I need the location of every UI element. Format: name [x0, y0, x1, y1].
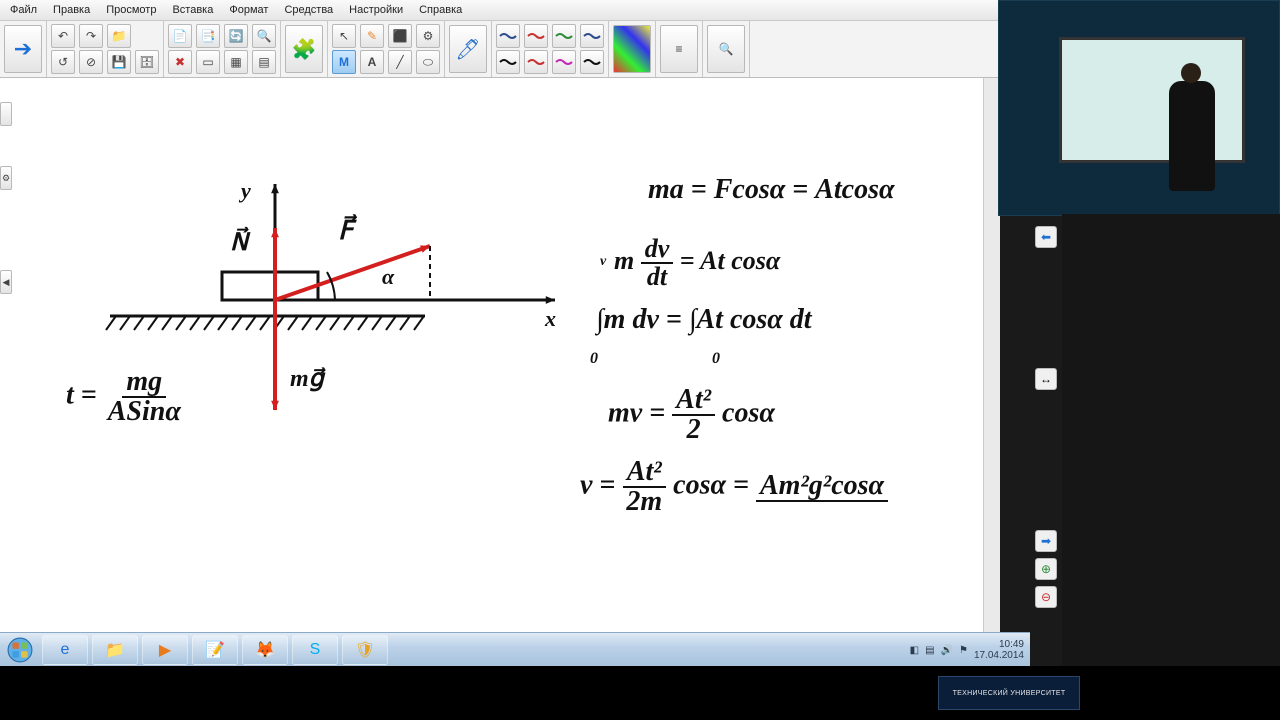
menu-view[interactable]: Просмотр	[98, 2, 164, 18]
right-tool-next[interactable]: ➡	[1035, 530, 1057, 552]
menu-edit[interactable]: Правка	[45, 2, 98, 18]
label-mg: mg⃗	[290, 364, 324, 393]
pen-color-1-0[interactable]	[496, 50, 520, 74]
label-N: N⃗	[230, 228, 248, 257]
menu-file[interactable]: Файл	[2, 2, 45, 18]
pen-color-0-0[interactable]	[496, 24, 520, 48]
taskbar-app-skype[interactable]: S	[292, 635, 338, 665]
open-button[interactable]: 📁	[107, 24, 131, 48]
menu-insert[interactable]: Вставка	[164, 2, 221, 18]
physics-diagram	[0, 78, 1000, 632]
table-button[interactable]: ▤	[252, 50, 276, 74]
tray-icon-3[interactable]: 🔊	[941, 645, 953, 656]
pages-button[interactable]: 📑	[196, 24, 220, 48]
text-tool[interactable]: A	[360, 50, 384, 74]
side-tool-1[interactable]	[0, 102, 12, 126]
eq-line4: mv = At²2 cosα	[608, 386, 775, 444]
eq-line1: ma = Fcosα = Atcosα	[648, 174, 894, 206]
whiteboard-app-window: Файл Правка Просмотр Вставка Формат Сред…	[0, 0, 1000, 632]
label-alpha: α	[382, 264, 394, 290]
tray-icon-1[interactable]: ◧	[910, 645, 919, 656]
taskbar-app-shield[interactable]: 🛡	[342, 635, 388, 665]
settings-tool[interactable]: ⚙	[416, 24, 440, 48]
left-side-tools[interactable]: ⚙ ◀	[0, 100, 12, 296]
webcam-whiteboard	[1059, 37, 1245, 163]
toolbar: ➔ ↶ ↷ 📁 ↺ ⊘ 💾 🗄 📄 📑 🔄	[0, 21, 1000, 78]
eq-line5: v = At²2m cosα = Am²g²cosα	[580, 458, 888, 516]
pen-color-1-3[interactable]	[580, 50, 604, 74]
fill-tool[interactable]: ⬛	[388, 24, 412, 48]
eq-t: t = mgASinα	[66, 368, 185, 426]
search-button[interactable]: 🔍	[707, 25, 745, 73]
refresh-button[interactable]: ↺	[51, 50, 75, 74]
eq-line3-r0: 0	[712, 350, 720, 368]
video-letterbox	[0, 666, 1280, 720]
pen-tool[interactable]: 🖊	[449, 25, 487, 73]
pen-color-0-2[interactable]	[552, 24, 576, 48]
right-tool-back[interactable]: ⬅	[1035, 226, 1057, 248]
line-tool[interactable]: ╱	[388, 50, 412, 74]
save-button[interactable]: 💾	[107, 50, 131, 74]
menu-tools[interactable]: Средства	[276, 2, 341, 18]
screen-button[interactable]: ▭	[196, 50, 220, 74]
page-button[interactable]: 📄	[168, 24, 192, 48]
pen-color-1-1[interactable]	[524, 50, 548, 74]
taskbar-app-media[interactable]: ▶	[142, 635, 188, 665]
color-picker-button[interactable]	[613, 25, 651, 73]
right-tool-close[interactable]: ⊖	[1035, 586, 1057, 608]
taskbar-app-explorer[interactable]: 📁	[92, 635, 138, 665]
list-button[interactable]: ≡	[660, 25, 698, 73]
right-tool-expand[interactable]: ↔	[1035, 368, 1057, 390]
label-x-axis: x	[545, 306, 556, 332]
eq-line2: m dvdt = At cosα	[614, 236, 780, 290]
storage-button[interactable]: 🗄	[135, 50, 159, 74]
pen-color-1-2[interactable]	[552, 50, 576, 74]
eq-line2-limit-v: v	[600, 254, 606, 270]
tray-icon-2[interactable]: ▤	[925, 645, 934, 656]
taskbar-app-firefox[interactable]: 🦊	[242, 635, 288, 665]
menu-help[interactable]: Справка	[411, 2, 470, 18]
zoom-button[interactable]: 🔍	[252, 24, 276, 48]
taskbar-clock[interactable]: 10:4917.04.2014	[974, 639, 1024, 661]
undo-button[interactable]: ↶	[51, 24, 75, 48]
webcam-feed	[998, 0, 1280, 216]
menu-bar: Файл Правка Просмотр Вставка Формат Сред…	[0, 0, 1000, 21]
system-tray[interactable]: ◧ ▤ 🔊 ⚑ 10:4917.04.2014	[910, 639, 1030, 661]
eq-line3-l0: 0	[590, 350, 598, 368]
menu-format[interactable]: Формат	[221, 2, 276, 18]
right-side-tools: ⬅ ↔ ➡ ⊕ ⊖	[1035, 220, 1057, 614]
taskbar-app-ie[interactable]: e	[42, 635, 88, 665]
taskbar-app-notepad[interactable]: 📝	[192, 635, 238, 665]
webcam-lecturer-head	[1181, 63, 1201, 83]
side-tool-2[interactable]: ⚙	[0, 166, 12, 190]
pen-color-0-1[interactable]	[524, 24, 548, 48]
right-tool-add[interactable]: ⊕	[1035, 558, 1057, 580]
marker-tool[interactable]: M	[332, 50, 356, 74]
eq-line3: ∫m dv = ∫At cosα dt	[596, 304, 812, 336]
whiteboard-canvas[interactable]: y x N⃗ F⃗ α mg⃗ t = mgASinα ma = Fcosα =…	[0, 78, 1000, 632]
pen-color-0-3[interactable]	[580, 24, 604, 48]
redo-button[interactable]: ↷	[79, 24, 103, 48]
windows-taskbar: e📁▶📝🦊S🛡 ◧ ▤ 🔊 ⚑ 10:4917.04.2014	[0, 632, 1030, 667]
shape-tool[interactable]: ⬭	[416, 50, 440, 74]
grid-button[interactable]: ▦	[224, 50, 248, 74]
next-page-button[interactable]: ➔	[4, 25, 42, 73]
pointer-tool[interactable]: ↖	[332, 24, 356, 48]
label-y-axis: y	[241, 178, 251, 204]
reload-button[interactable]: 🔄	[224, 24, 248, 48]
eraser-tool[interactable]: ✎	[360, 24, 384, 48]
video-side-panel	[1062, 214, 1280, 666]
delete-button[interactable]: ✖	[168, 50, 192, 74]
pen-color-group	[492, 21, 609, 77]
plugin-button[interactable]: 🧩	[285, 25, 323, 73]
stop-button[interactable]: ⊘	[79, 50, 103, 74]
tray-icon-4[interactable]: ⚑	[959, 645, 968, 656]
label-F: F⃗	[338, 216, 353, 246]
university-logo: ТЕХНИЧЕСКИЙ УНИВЕРСИТЕТ	[938, 676, 1080, 710]
webcam-lecturer	[1169, 81, 1215, 191]
start-button[interactable]	[0, 633, 40, 667]
menu-settings[interactable]: Настройки	[341, 2, 411, 18]
side-tool-3[interactable]: ◀	[0, 270, 12, 294]
